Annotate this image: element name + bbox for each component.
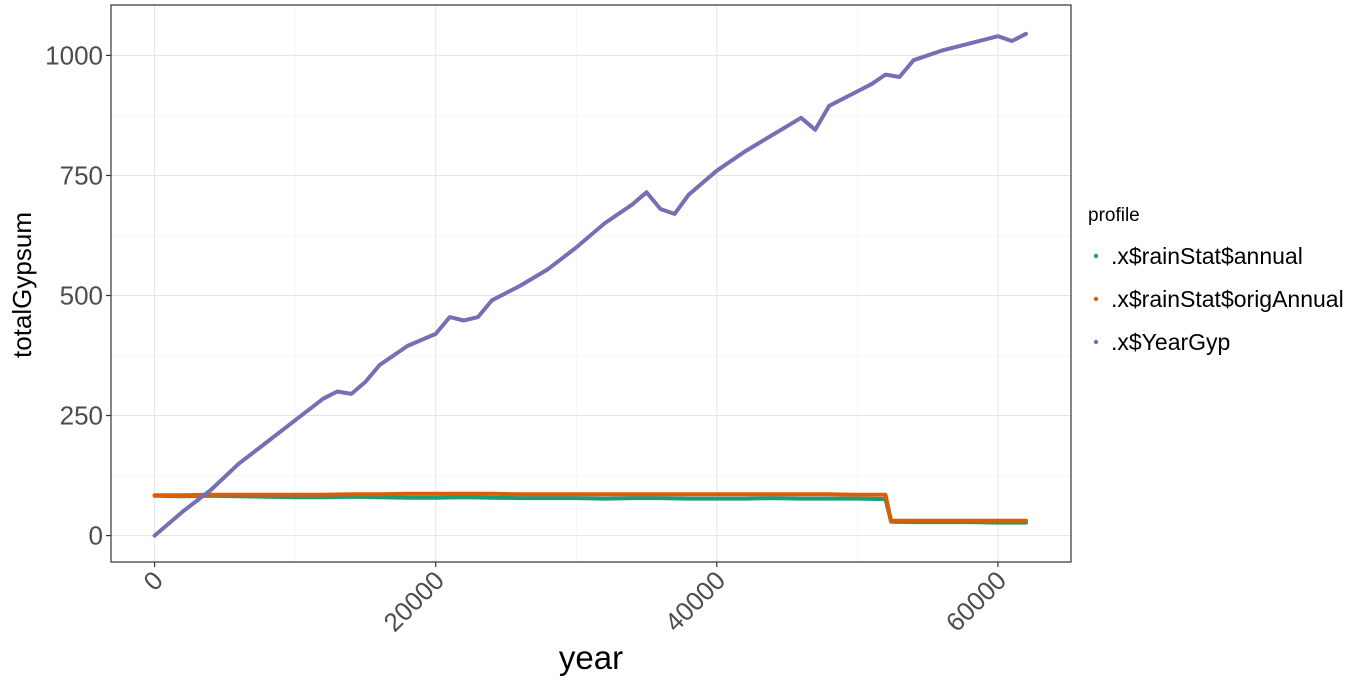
x-tick-label: 20000 [378,565,450,637]
x-tick-label: 40000 [659,565,731,637]
legend-title: profile [1088,205,1140,226]
y-tick-label: 1000 [45,40,103,70]
x-tick-label: 0 [137,565,168,596]
y-axis-title: totalGypsum [7,212,37,358]
series-line-1 [152,491,1028,523]
series-line-0 [152,493,1028,525]
legend: profile .x$rainStat$annual .x$rainStat$or… [1088,205,1344,355]
legend-label: .x$rainStat$annual [1111,243,1303,269]
grid [111,5,1071,562]
series-lines [152,31,1028,538]
plot-panel-border [110,4,1072,563]
y-tick-label: 750 [60,160,103,190]
legend-key [1093,296,1099,302]
series-line-2 [152,31,1028,538]
x-tick-label: 60000 [940,565,1012,637]
y-tick-label: 250 [60,401,103,431]
legend-key [1093,253,1099,259]
x-axis-title: year [559,639,623,676]
y-tick-label: 0 [89,521,103,551]
legend-label: .x$YearGyp [1111,329,1230,355]
axis-ticks: 0 250 500 750 1000 0 20000 40000 60000 [45,40,1012,637]
legend-key [1093,339,1099,345]
legend-entries: .x$rainStat$annual .x$rainStat$origAnnual… [1093,243,1344,355]
y-tick-label: 500 [60,281,103,311]
legend-label: .x$rainStat$origAnnual [1111,286,1344,312]
